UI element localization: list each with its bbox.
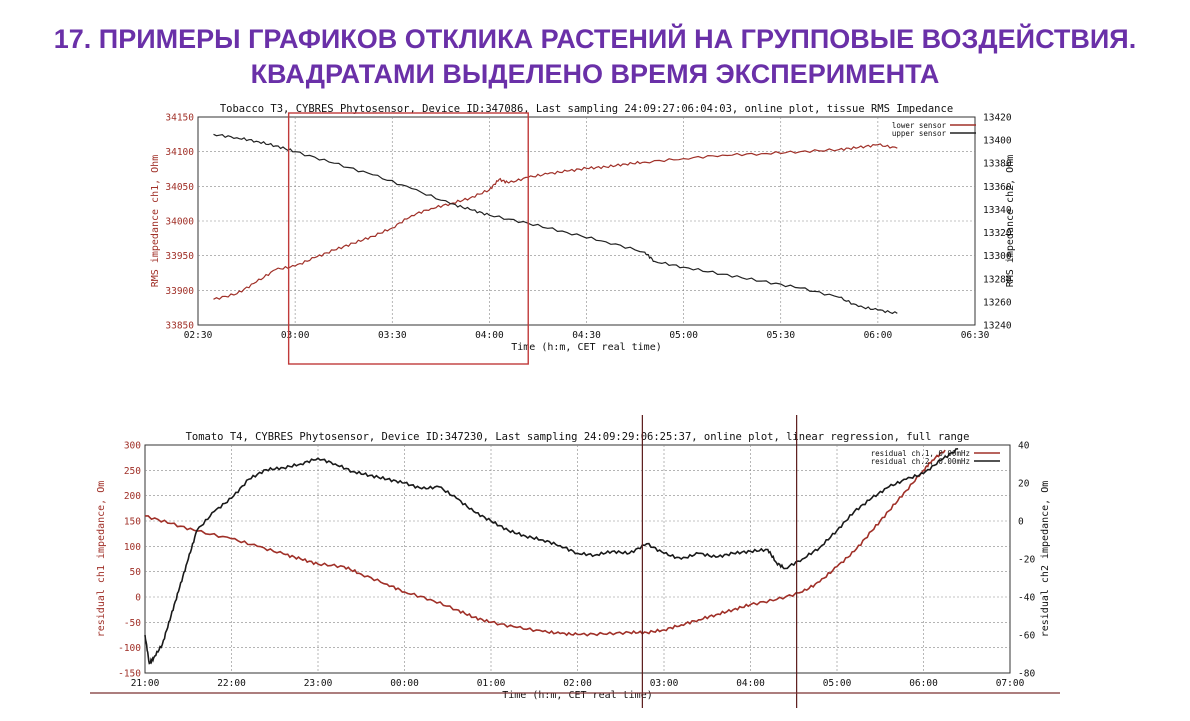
y-right-tick-label: 13260 bbox=[983, 297, 1012, 308]
x-tick-label: 04:00 bbox=[736, 678, 765, 689]
x-tick-label: 04:00 bbox=[475, 330, 504, 341]
y-left-tick-label: 33900 bbox=[165, 286, 194, 297]
x-tick-label: 01:00 bbox=[477, 678, 506, 689]
legend-label: lower sensor bbox=[892, 121, 947, 130]
series-line-2 bbox=[213, 133, 898, 315]
slide-title-line2: КВАДРАТАМИ ВЫДЕЛЕНО ВРЕМЯ ЭКСПЕРИМЕНТА bbox=[250, 59, 940, 89]
x-tick-label: 04:30 bbox=[572, 330, 601, 341]
x-tick-label: 06:00 bbox=[909, 678, 938, 689]
x-tick-label: 03:30 bbox=[378, 330, 407, 341]
y-right-tick-label: 13240 bbox=[983, 321, 1012, 332]
legend-label: residual ch.2, 0.00mHz bbox=[871, 457, 970, 466]
y-left-tick-label: 33850 bbox=[165, 321, 194, 332]
y-right-tick-label: -20 bbox=[1018, 555, 1035, 566]
x-tick-label: 05:00 bbox=[823, 678, 852, 689]
legend-label: residual ch.1, 0.00mHz bbox=[871, 449, 970, 458]
x-axis-label: Time (h:m, CET real time) bbox=[511, 342, 662, 353]
y-left-tick-label: 50 bbox=[130, 567, 142, 578]
y-right-tick-label: 13320 bbox=[983, 228, 1012, 239]
y-left-tick-label: -100 bbox=[118, 643, 141, 654]
x-axis-label: Time (h:m, CET real time) bbox=[502, 690, 653, 701]
x-tick-label: 22:00 bbox=[217, 678, 246, 689]
y-right-tick-label: 0 bbox=[1018, 517, 1024, 528]
y-left-tick-label: 33950 bbox=[165, 251, 194, 262]
y-right-tick-label: -60 bbox=[1018, 631, 1035, 642]
x-tick-label: 02:30 bbox=[184, 330, 213, 341]
y-left-tick-label: 200 bbox=[124, 491, 141, 502]
y-left-tick-label: 250 bbox=[124, 466, 141, 477]
y-right-tick-label: 13280 bbox=[983, 274, 1012, 285]
x-tick-label: 05:00 bbox=[669, 330, 698, 341]
y-right-tick-label: 20 bbox=[1018, 479, 1030, 490]
y-right-tick-label: 13400 bbox=[983, 136, 1012, 147]
y-left-tick-label: 34050 bbox=[165, 182, 194, 193]
y-right-axis-label: RMS impedance ch2, Ohm bbox=[1005, 155, 1016, 287]
x-tick-label: 03:00 bbox=[650, 678, 679, 689]
series-line-1 bbox=[213, 143, 898, 300]
chart-title: Tomato T4, CYBRES Phytosensor, Device ID… bbox=[186, 431, 970, 443]
y-left-axis-label: RMS impedance ch1, Ohm bbox=[150, 155, 161, 287]
y-left-tick-label: -50 bbox=[124, 618, 141, 629]
experiment-time-box bbox=[287, 112, 529, 365]
y-left-tick-label: 34000 bbox=[165, 217, 194, 228]
y-left-tick-label: 150 bbox=[124, 517, 141, 528]
x-tick-label: 05:30 bbox=[766, 330, 795, 341]
y-left-tick-label: 300 bbox=[124, 441, 141, 452]
y-left-tick-label: 0 bbox=[135, 593, 141, 604]
x-tick-label: 03:00 bbox=[281, 330, 310, 341]
series-line-2 bbox=[144, 448, 959, 665]
y-left-axis-label: residual ch1 impedance, Om bbox=[96, 481, 107, 638]
slide-title-line1: 17. ПРИМЕРЫ ГРАФИКОВ ОТКЛИКА РАСТЕНИЙ НА… bbox=[53, 24, 1137, 54]
y-left-tick-label: 34100 bbox=[165, 147, 194, 158]
y-right-tick-label: 13380 bbox=[983, 159, 1012, 170]
x-tick-label: 02:00 bbox=[563, 678, 592, 689]
chart-title: Tobacco T3, CYBRES Phytosensor, Device I… bbox=[220, 103, 953, 115]
y-right-axis-label: residual ch2 impedance, Om bbox=[1040, 481, 1051, 638]
x-tick-label: 00:00 bbox=[390, 678, 419, 689]
x-tick-label: 21:00 bbox=[131, 678, 160, 689]
y-right-tick-label: 13360 bbox=[983, 182, 1012, 193]
y-right-tick-label: 13340 bbox=[983, 205, 1012, 216]
y-left-tick-label: -150 bbox=[118, 669, 141, 680]
y-right-tick-label: 13300 bbox=[983, 251, 1012, 262]
legend-label: upper sensor bbox=[892, 129, 947, 138]
y-right-tick-label: -80 bbox=[1018, 669, 1035, 680]
x-tick-label: 23:00 bbox=[304, 678, 333, 689]
y-right-tick-label: -40 bbox=[1018, 593, 1035, 604]
y-right-tick-label: 40 bbox=[1018, 441, 1030, 452]
x-tick-label: 06:00 bbox=[864, 330, 893, 341]
series-line-1 bbox=[145, 449, 946, 637]
y-left-tick-label: 34150 bbox=[165, 113, 194, 124]
x-tick-label: 06:30 bbox=[961, 330, 990, 341]
slide-title: 17. ПРИМЕРЫ ГРАФИКОВ ОТКЛИКА РАСТЕНИЙ НА… bbox=[0, 22, 1190, 92]
y-left-tick-label: 100 bbox=[124, 542, 141, 553]
y-right-tick-label: 13420 bbox=[983, 113, 1012, 124]
x-tick-label: 07:00 bbox=[996, 678, 1025, 689]
